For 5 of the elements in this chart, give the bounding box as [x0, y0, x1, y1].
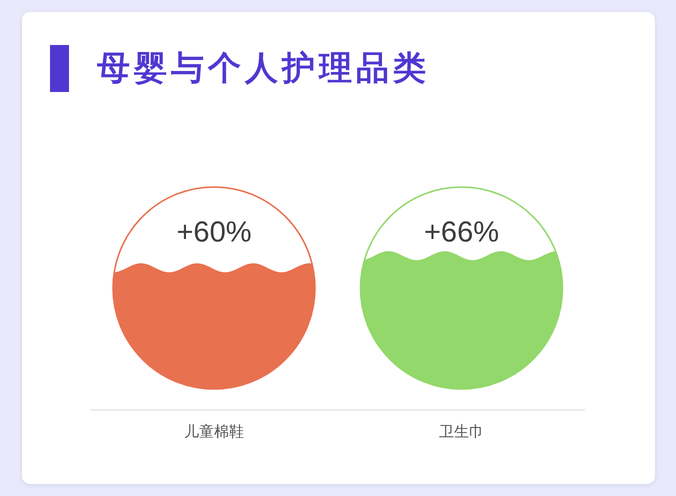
text: 母婴与个人护理品类: [97, 47, 430, 89]
data-label: +60%: [176, 216, 252, 249]
category-label: 儿童棉鞋: [184, 424, 244, 441]
data-label: +66%: [424, 216, 499, 249]
category-label: 卫生巾: [438, 424, 484, 441]
